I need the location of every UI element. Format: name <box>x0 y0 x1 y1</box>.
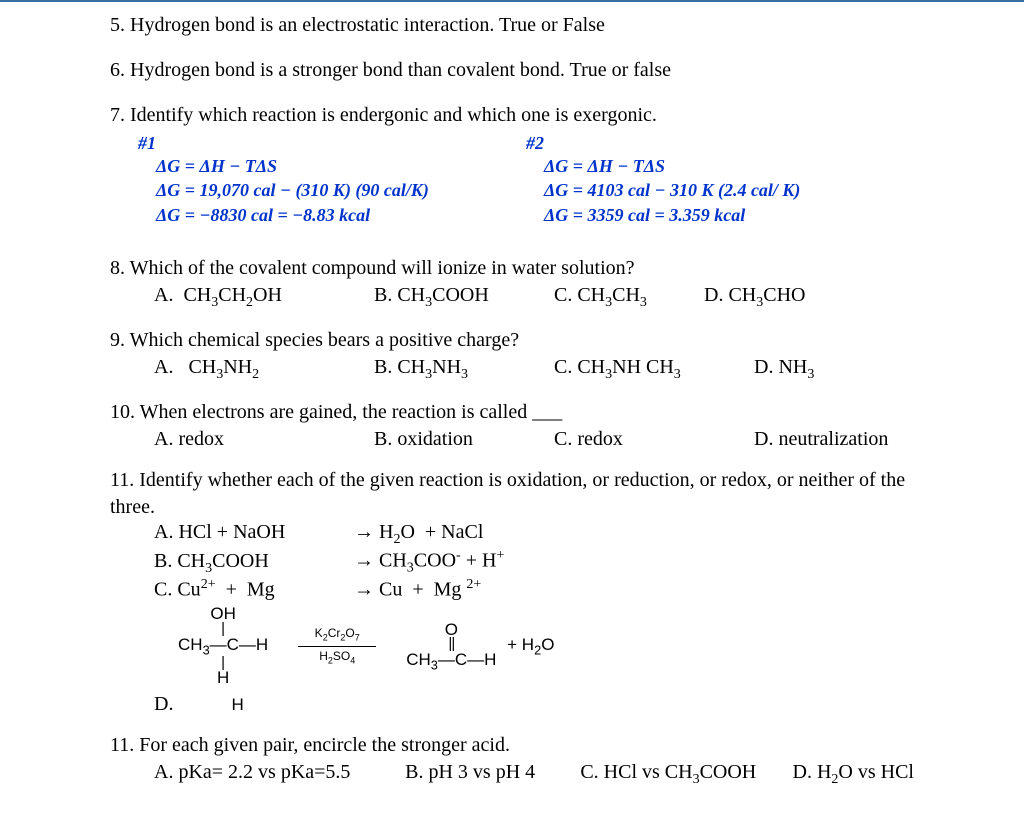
reactant-h: H <box>178 669 268 687</box>
q10-opt-c: C. redox <box>554 428 754 451</box>
question-11b-text: 11. For each given pair, encircle the st… <box>110 734 510 756</box>
q7-col2-line1: ΔG = ΔH − TΔS <box>544 154 914 178</box>
q8-opt-c: C. CH3CH3 <box>554 284 704 311</box>
reagent-top: K2Cr2O7 <box>298 626 376 643</box>
question-7-columns: #1 ΔG = ΔH − TΔS ΔG = 19,070 cal − (310 … <box>138 133 914 227</box>
q7-col2-line3: ΔG = 3359 cal = 3.359 kcal <box>544 203 914 227</box>
question-9-options: A. CH3NH2 B. CH3NH3 C. CH3NH CH3 D. NH3 <box>154 356 914 383</box>
q11b-opt-c: C. HCl vs CH3COOH <box>580 761 792 788</box>
q7-col1-line3: ΔG = −8830 cal = −8.83 kcal <box>156 203 526 227</box>
q11a-d-label: D. H <box>154 693 914 716</box>
q11a-rxn-c: C. Cu2+ + Mg → Cu + Mg 2+ <box>154 577 914 602</box>
question-7: 7. Identify which reaction is endergonic… <box>110 102 914 129</box>
question-6-text: 6. Hydrogen bond is a stronger bond than… <box>110 59 671 81</box>
q11a-d-reactant: OH | CH3—C—H | H <box>178 605 268 687</box>
q9-opt-b: B. CH3NH3 <box>374 356 554 383</box>
question-11b: 11. For each given pair, encircle the st… <box>110 732 914 759</box>
reaction-arrow-icon <box>298 646 376 647</box>
q9-opt-d: D. NH3 <box>754 356 814 383</box>
product-plus: + H2O <box>502 635 554 657</box>
question-11a-list: A. HCl + NaOH → H2O + NaCl B. CH3COOH → … <box>154 521 914 601</box>
q11a-d-letter: D. <box>154 693 173 715</box>
q11a-d-reagent: K2Cr2O7 H2SO4 <box>298 626 376 665</box>
question-11b-options: A. pKa= 2.2 vs pKa=5.5 B. pH 3 vs pH 4 C… <box>154 761 914 788</box>
q11a-c-lhs: C. Cu2+ + Mg <box>154 577 354 602</box>
question-6: 6. Hydrogen bond is a stronger bond than… <box>110 57 914 84</box>
question-5: 5. Hydrogen bond is an electrostatic int… <box>110 12 914 39</box>
q7-col2-head: #2 <box>526 133 914 154</box>
question-8-options: A. CH3CH2OH B. CH3COOH C. CH3CH3 D. CH3C… <box>154 284 914 311</box>
q7-col1-line1: ΔG = ΔH − TΔS <box>156 154 526 178</box>
question-8-text: 8. Which of the covalent compound will i… <box>110 257 635 279</box>
question-11a-text: 11. Identify whether each of the given r… <box>110 469 905 518</box>
q10-opt-a: A. redox <box>154 428 374 451</box>
q8-opt-b: B. CH3COOH <box>374 284 554 311</box>
q9-opt-a: A. CH3NH2 <box>154 356 374 383</box>
q11a-a-lhs: A. HCl + NaOH <box>154 521 354 544</box>
q11a-rxn-d-structures: OH | CH3—C—H | H K2Cr2O7 H2SO4 O || CH3—… <box>178 605 914 687</box>
question-10-options: A. redox B. oxidation C. redox D. neutra… <box>154 428 914 451</box>
q11a-rxn-b: B. CH3COOH → CH3COO- + H+ <box>154 548 914 577</box>
q9-opt-c: C. CH3NH CH3 <box>554 356 754 383</box>
q7-col1-head: #1 <box>138 133 526 154</box>
question-7-col-2: #2 ΔG = ΔH − TΔS ΔG = 4103 cal − 310 K (… <box>526 133 914 227</box>
q11a-rxn-a: A. HCl + NaOH → H2O + NaCl <box>154 521 914 548</box>
question-9-text: 9. Which chemical species bears a positi… <box>110 329 519 351</box>
q11a-a-rhs: → H2O + NaCl <box>354 521 483 548</box>
question-7-text: 7. Identify which reaction is endergonic… <box>110 104 657 126</box>
q11a-d-product: O || CH3—C—H + H2O <box>406 621 554 672</box>
document-page: 5. Hydrogen bond is an electrostatic int… <box>0 0 1024 808</box>
question-5-text: 5. Hydrogen bond is an electrostatic int… <box>110 14 605 36</box>
bond-icon: | <box>178 623 268 636</box>
q11a-b-lhs: B. CH3COOH <box>154 550 354 577</box>
question-11a: 11. Identify whether each of the given r… <box>110 467 914 521</box>
q11b-opt-b: B. pH 3 vs pH 4 <box>405 761 580 788</box>
q8-opt-d: D. CH3CHO <box>704 284 805 311</box>
q8-opt-a: A. CH3CH2OH <box>154 284 374 311</box>
question-10: 10. When electrons are gained, the react… <box>110 399 914 426</box>
q11b-opt-d: D. H2O vs HCl <box>793 761 914 788</box>
q7-col2-line2: ΔG = 4103 cal − 310 K (2.4 cal/ K) <box>544 178 914 202</box>
q10-opt-b: B. oxidation <box>374 428 554 451</box>
product-mid: CH3—C—H <box>406 651 496 672</box>
product-struct: O || CH3—C—H <box>406 621 496 672</box>
q7-col1-line2: ΔG = 19,070 cal − (310 K) (90 cal/K) <box>156 178 526 202</box>
q10-opt-d: D. neutralization <box>754 428 888 451</box>
q11a-c-rhs: → Cu + Mg 2+ <box>354 577 481 602</box>
question-8: 8. Which of the covalent compound will i… <box>110 255 914 282</box>
question-7-col-1: #1 ΔG = ΔH − TΔS ΔG = 19,070 cal − (310 … <box>138 133 526 227</box>
q11b-opt-a: A. pKa= 2.2 vs pKa=5.5 <box>154 761 405 788</box>
q11a-d-h-below: H <box>231 695 243 714</box>
q11a-b-rhs: → CH3COO- + H+ <box>354 548 504 577</box>
question-10-text: 10. When electrons are gained, the react… <box>110 401 562 423</box>
question-9: 9. Which chemical species bears a positi… <box>110 327 914 354</box>
reagent-bot: H2SO4 <box>298 649 376 666</box>
